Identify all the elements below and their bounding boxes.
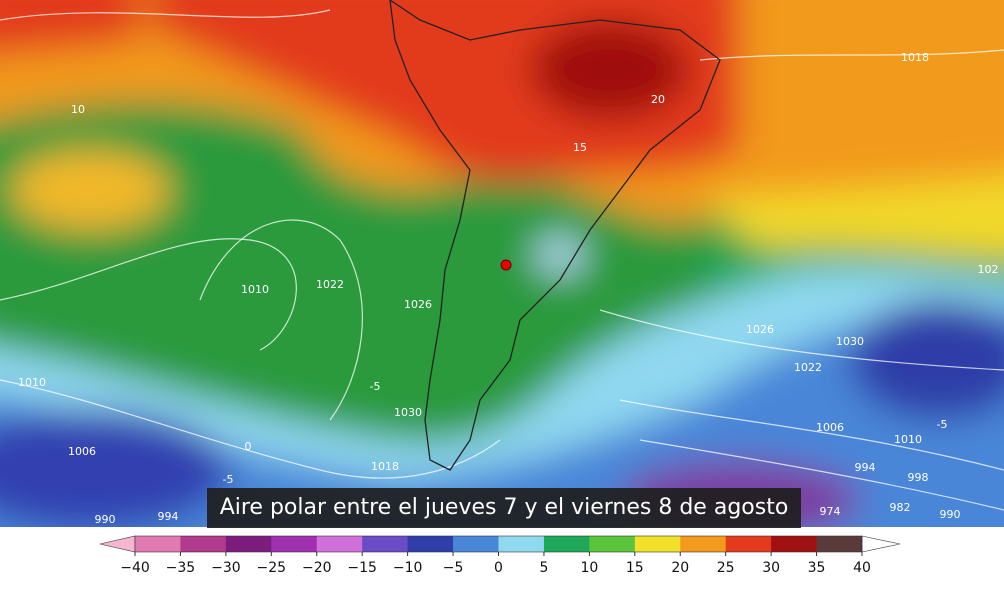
colorbar-end bbox=[861, 535, 901, 553]
colorbar-segment bbox=[771, 536, 818, 552]
colorbar-tick-label: 10 bbox=[580, 560, 598, 576]
colorbar-tick-label: 5 bbox=[539, 560, 548, 576]
location-marker bbox=[500, 259, 512, 271]
colorbar-tick-label: 30 bbox=[762, 560, 780, 576]
colorbar-segment bbox=[362, 536, 409, 552]
contour-label: 20 bbox=[651, 93, 665, 106]
colorbar-tick-label: 0 bbox=[494, 560, 503, 576]
colorbar-tick-label: 35 bbox=[808, 560, 826, 576]
contour-label: 1006 bbox=[816, 421, 844, 434]
contour-label: 1026 bbox=[746, 323, 774, 336]
colorbar-segment bbox=[225, 536, 272, 552]
colorbar-segment bbox=[543, 536, 590, 552]
colorbar-end bbox=[99, 535, 136, 553]
contour-label: 974 bbox=[820, 505, 841, 518]
contour-label: 1010 bbox=[894, 433, 922, 446]
contour-label: 1030 bbox=[836, 335, 864, 348]
contour-label: 998 bbox=[908, 471, 929, 484]
contour-label: 982 bbox=[890, 501, 911, 514]
contour-label: 1030 bbox=[394, 406, 422, 419]
colorbar-segment bbox=[498, 536, 545, 552]
contour-label: 10 bbox=[71, 103, 85, 116]
contour-label: 1010 bbox=[18, 376, 46, 389]
contour-label: 1018 bbox=[901, 51, 929, 64]
contour-label: 1018 bbox=[371, 460, 399, 473]
contour-label: 990 bbox=[95, 513, 116, 526]
colorbar-tick-label: −20 bbox=[302, 560, 332, 576]
contour-label: 994 bbox=[158, 510, 179, 523]
colorbar-tick-label: −10 bbox=[393, 560, 423, 576]
contour-label: 1022 bbox=[794, 361, 822, 374]
contour-label: -5 bbox=[937, 418, 948, 431]
colorbar-segment bbox=[634, 536, 681, 552]
contour-label: 1010 bbox=[241, 283, 269, 296]
colorbar-segment bbox=[816, 536, 863, 552]
colorbar-segment bbox=[135, 536, 181, 552]
contour-label: -5 bbox=[370, 380, 381, 393]
contour-label: 994 bbox=[855, 461, 876, 474]
continent-outline bbox=[389, 0, 721, 471]
contour-label: 1026 bbox=[404, 298, 432, 311]
temperature-field bbox=[0, 0, 1004, 527]
contour-label: 102 bbox=[978, 263, 999, 276]
colorbar-tick-label: −25 bbox=[257, 560, 287, 576]
colorbar-segment bbox=[453, 536, 499, 552]
colorbar-tick-label: 40 bbox=[853, 560, 871, 576]
colorbar-tick-label: −5 bbox=[443, 560, 464, 576]
isobars bbox=[0, 9, 1004, 511]
colorbar-segment bbox=[271, 536, 318, 552]
colorbar-segment bbox=[680, 536, 727, 552]
colorbar: −40 −35 −30 −25 −20 −15 −10 −5 0 5 10 15 20 25 30 35 40 bbox=[99, 535, 901, 576]
colorbar-tick-label: −30 bbox=[211, 560, 241, 576]
caption: Aire polar entre el jueves 7 y el vierne… bbox=[207, 488, 801, 528]
colorbar-segment bbox=[407, 536, 454, 552]
colorbar-segment bbox=[589, 536, 636, 552]
colorbar-tick-label: 15 bbox=[626, 560, 644, 576]
contour-label: -5 bbox=[223, 473, 234, 486]
colorbar-segment bbox=[180, 536, 227, 552]
colorbar-tick-label: 20 bbox=[671, 560, 689, 576]
colorbar-tick-label: −40 bbox=[120, 560, 150, 576]
colorbar-tick-label: −35 bbox=[166, 560, 196, 576]
contour-label: 1006 bbox=[68, 445, 96, 458]
colorbar-tick-label: 25 bbox=[717, 560, 735, 576]
colorbar-segment bbox=[725, 536, 772, 552]
colorbar-tick-label: −15 bbox=[347, 560, 377, 576]
contour-label: 15 bbox=[573, 141, 587, 154]
contour-label: 0 bbox=[245, 440, 252, 453]
contour-label: 1022 bbox=[316, 278, 344, 291]
contour-label: 990 bbox=[940, 508, 961, 521]
colorbar-segment bbox=[316, 536, 363, 552]
